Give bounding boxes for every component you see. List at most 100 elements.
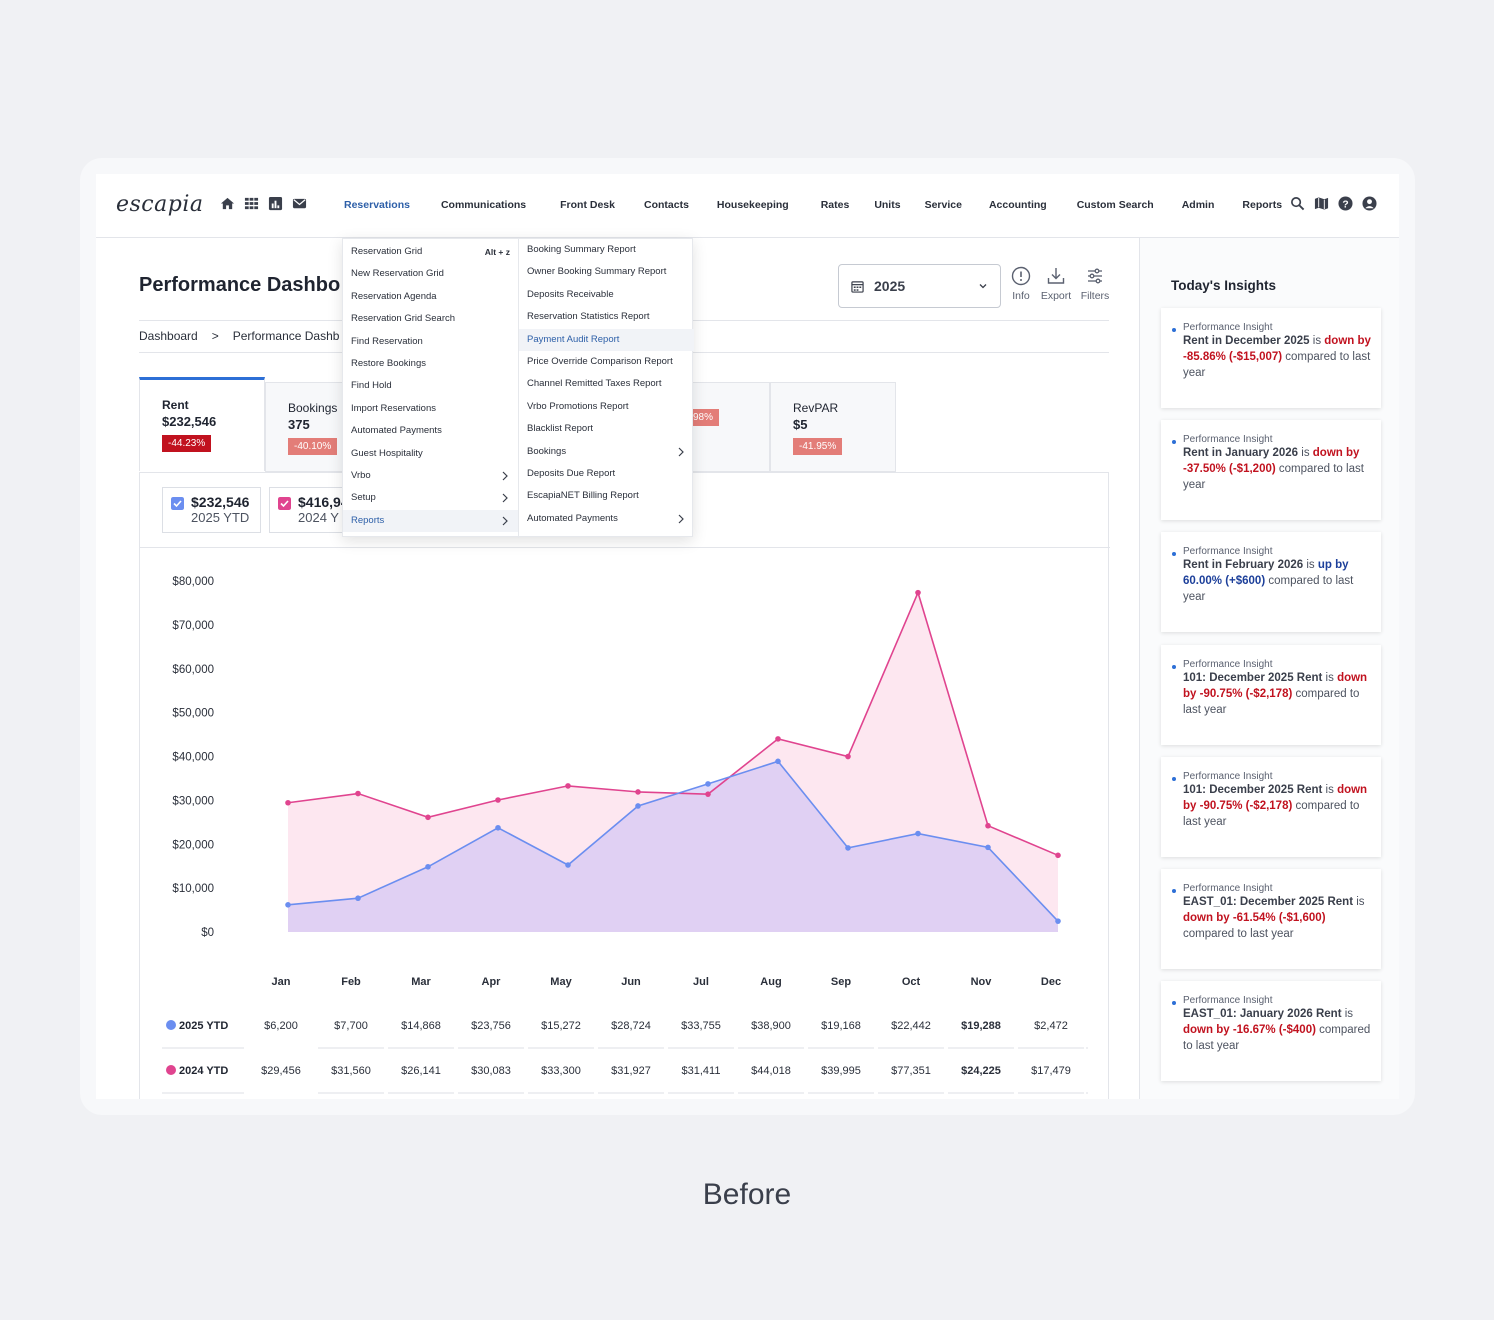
nav-contacts[interactable]: Contacts xyxy=(643,199,689,211)
data-point[interactable] xyxy=(775,736,781,742)
filters-button[interactable]: Filters xyxy=(1075,266,1115,302)
nav-admin[interactable]: Admin xyxy=(1181,199,1215,211)
menu-item-reservation-statistics-report[interactable]: Reservation Statistics Report xyxy=(519,306,694,328)
menu-item-reservation-agenda[interactable]: Reservation Agenda xyxy=(343,286,518,308)
legend-toggle-2024[interactable]: $416,94 2024 Y xyxy=(269,487,359,533)
home-icon[interactable] xyxy=(220,196,235,211)
menu-item-deposits-due-report[interactable]: Deposits Due Report xyxy=(519,463,694,485)
checkbox-checked-icon[interactable] xyxy=(278,497,291,510)
grid-icon[interactable] xyxy=(244,196,259,211)
report-icon[interactable] xyxy=(268,196,283,211)
nav-accounting[interactable]: Accounting xyxy=(988,199,1047,211)
bullet-dot-icon xyxy=(1172,889,1176,893)
data-point[interactable] xyxy=(285,901,291,908)
menu-item-find-reservation[interactable]: Find Reservation xyxy=(343,331,518,353)
escapia-logo[interactable]: escapia xyxy=(116,192,204,217)
menu-item-restore-bookings[interactable]: Restore Bookings xyxy=(343,353,518,375)
insight-card[interactable]: Performance Insight 101: December 2025 Re… xyxy=(1161,644,1381,745)
menu-item-reservation-grid-search[interactable]: Reservation Grid Search xyxy=(343,308,518,330)
mail-icon[interactable] xyxy=(292,196,307,211)
data-point[interactable] xyxy=(355,790,361,797)
nav-custom-search[interactable]: Custom Search xyxy=(1076,199,1154,211)
data-point[interactable] xyxy=(915,589,921,596)
data-point[interactable] xyxy=(285,799,291,806)
data-point[interactable] xyxy=(705,781,711,787)
data-point[interactable] xyxy=(495,797,501,803)
export-button[interactable]: Export xyxy=(1036,266,1076,302)
menu-item-reservation-grid[interactable]: Reservation Grid Alt + z xyxy=(343,241,518,263)
data-point[interactable] xyxy=(635,803,641,809)
insight-tag: Performance Insight xyxy=(1183,322,1273,333)
nav-communications[interactable]: Communications xyxy=(440,199,527,211)
kpi-card-revpar[interactable]: RevPAR $5 -41.95% xyxy=(770,382,896,472)
insight-tag: Performance Insight xyxy=(1183,434,1273,446)
series-name: 2025 YTD xyxy=(179,1020,228,1032)
insight-text: 101: December 2025 Rent is down by -90.7… xyxy=(1183,782,1371,830)
menu-item-price-override-comparison-report[interactable]: Price Override Comparison Report xyxy=(519,351,694,373)
nav-reservations[interactable]: Reservations xyxy=(344,199,410,211)
menu-item-reports[interactable]: Reports xyxy=(343,509,518,532)
menu-item-automated-payments[interactable]: Automated Payments xyxy=(343,420,518,442)
data-point[interactable] xyxy=(495,824,501,831)
menu-item-booking-summary-report[interactable]: Booking Summary Report xyxy=(519,239,694,261)
nav-rates[interactable]: Rates xyxy=(820,199,850,211)
menu-item-guest-hospitality[interactable]: Guest Hospitality xyxy=(343,443,518,465)
year-select[interactable]: 2025 xyxy=(838,264,1001,308)
data-point[interactable] xyxy=(915,830,921,837)
data-point[interactable] xyxy=(355,895,361,902)
account-icon[interactable] xyxy=(1362,196,1377,211)
data-point[interactable] xyxy=(565,783,571,789)
menu-item-payment-audit-report[interactable]: Payment Audit Report xyxy=(519,328,694,351)
insight-card[interactable]: Performance Insight 101: December 2025 Re… xyxy=(1161,756,1381,857)
menu-item-automated-payments[interactable]: Automated Payments xyxy=(519,508,694,530)
checkbox-checked-icon[interactable] xyxy=(171,497,184,510)
data-point[interactable] xyxy=(845,845,851,851)
menu-item-setup[interactable]: Setup xyxy=(343,487,518,509)
insight-card[interactable]: Performance Insight Rent in February 2026… xyxy=(1161,532,1381,633)
data-point[interactable] xyxy=(775,758,781,765)
data-point[interactable] xyxy=(1055,852,1061,859)
data-point[interactable] xyxy=(425,863,431,870)
info-button[interactable]: Info xyxy=(1001,266,1041,302)
menu-item-vrbo-promotions-report[interactable]: Vrbo Promotions Report xyxy=(519,396,694,418)
menu-item-import-reservations[interactable]: Import Reservations xyxy=(343,398,518,420)
insight-tag: Performance Insight xyxy=(1183,546,1273,558)
data-point[interactable] xyxy=(985,822,991,829)
breadcrumb-dashboard[interactable]: Dashboard xyxy=(139,329,198,343)
reservations-dropdown: Reservation Grid Alt + z New Reservation G… xyxy=(342,238,694,538)
menu-item-blacklist-report[interactable]: Blacklist Report xyxy=(519,418,694,440)
help-icon[interactable]: ? xyxy=(1338,196,1353,211)
data-point[interactable] xyxy=(985,844,991,851)
insight-subject: 101: December 2025 Rent xyxy=(1183,671,1323,684)
kpi-card-rent[interactable]: Rent $232,546 -44.23% xyxy=(139,377,265,471)
data-point[interactable] xyxy=(1055,918,1061,924)
data-point[interactable] xyxy=(425,814,431,821)
data-point[interactable] xyxy=(565,862,571,868)
table-cell-value: $22,442 xyxy=(891,1020,931,1032)
menu-item-escapianet-billing-report[interactable]: EscapiaNET Billing Report xyxy=(519,485,694,507)
insight-card[interactable]: Performance Insight EAST_01: December 202… xyxy=(1161,869,1381,969)
legend-toggle-2025[interactable]: $232,546 2025 YTD xyxy=(162,487,261,533)
nav-reports[interactable]: Reports xyxy=(1242,199,1283,211)
kpi-label: Rent xyxy=(162,398,189,412)
menu-item-channel-remitted-taxes-report[interactable]: Channel Remitted Taxes Report xyxy=(519,373,694,395)
menu-item-owner-booking-summary-report[interactable]: Owner Booking Summary Report xyxy=(519,261,694,283)
menu-item-new-reservation-grid[interactable]: New Reservation Grid xyxy=(343,263,518,285)
data-point[interactable] xyxy=(845,753,851,760)
menu-item-vrbo[interactable]: Vrbo xyxy=(343,465,518,487)
search-icon[interactable] xyxy=(1290,196,1305,211)
nav-front-desk[interactable]: Front Desk xyxy=(560,199,615,211)
insight-card[interactable]: Performance Insight EAST_01: January 2026… xyxy=(1161,981,1381,1082)
menu-item-deposits-receivable[interactable]: Deposits Receivable xyxy=(519,284,694,306)
data-point[interactable] xyxy=(635,789,641,795)
insight-card[interactable]: Performance Insight Rent in December 2025… xyxy=(1161,308,1381,408)
map-icon[interactable] xyxy=(1314,196,1329,211)
nav-units[interactable]: Units xyxy=(874,199,901,211)
nav-service[interactable]: Service xyxy=(924,199,962,211)
menu-item-find-hold[interactable]: Find Hold xyxy=(343,375,518,397)
calendar-icon xyxy=(851,280,864,293)
data-point[interactable] xyxy=(705,791,711,797)
nav-housekeeping[interactable]: Housekeeping xyxy=(716,199,789,211)
menu-item-bookings[interactable]: Bookings xyxy=(519,441,694,463)
insight-card[interactable]: Performance Insight Rent in January 2026 … xyxy=(1161,420,1381,521)
